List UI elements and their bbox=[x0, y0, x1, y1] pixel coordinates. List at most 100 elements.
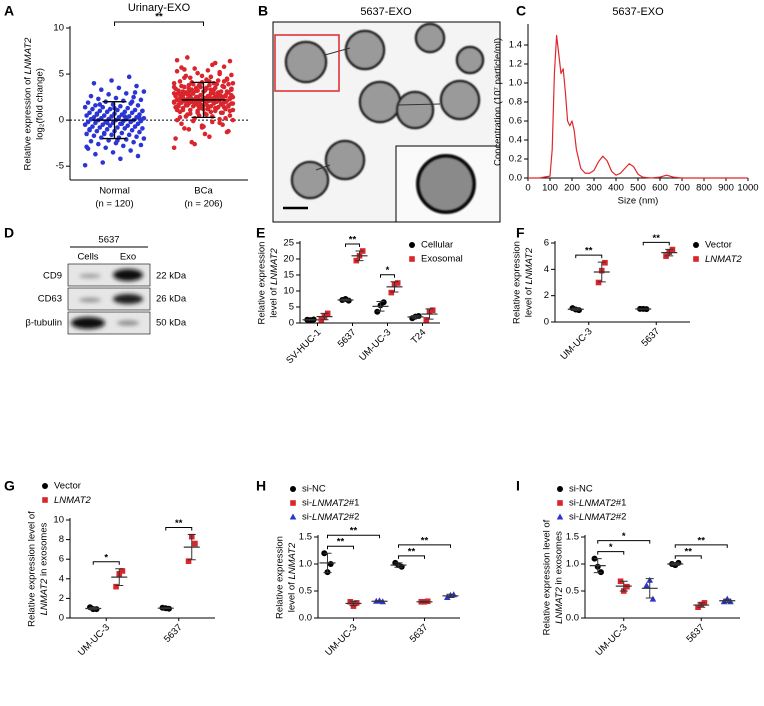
data-point bbox=[132, 90, 138, 95]
data-point bbox=[129, 99, 135, 104]
data-point bbox=[195, 88, 200, 93]
data-point bbox=[115, 125, 120, 130]
x-tick-label: 200 bbox=[564, 183, 580, 194]
data-point bbox=[82, 162, 88, 168]
data-point bbox=[207, 93, 212, 99]
data-point bbox=[113, 95, 119, 101]
data-point bbox=[137, 115, 142, 121]
data-point bbox=[141, 136, 147, 141]
data-point bbox=[135, 153, 141, 159]
error-bar bbox=[375, 600, 384, 603]
data-point bbox=[649, 595, 657, 602]
error-bar bbox=[723, 598, 732, 603]
data-point bbox=[176, 97, 181, 103]
error-bar bbox=[320, 312, 329, 321]
micrograph bbox=[272, 21, 501, 223]
sig-label: ** bbox=[408, 546, 416, 557]
legend-marker bbox=[409, 242, 415, 248]
data-point bbox=[121, 98, 126, 104]
data-point bbox=[218, 110, 224, 116]
blot-image bbox=[67, 263, 151, 335]
data-point bbox=[93, 103, 98, 108]
data-point bbox=[126, 74, 132, 80]
data-point bbox=[183, 114, 189, 119]
blot-size-label: 26 kDa bbox=[156, 294, 187, 305]
x-tick-label: 5637 bbox=[336, 327, 359, 350]
data-point bbox=[123, 137, 129, 142]
y-tick-label: 2 bbox=[59, 593, 64, 604]
sig-bracket bbox=[597, 540, 651, 544]
x-tick-label: 600 bbox=[652, 183, 668, 194]
data-point bbox=[88, 93, 94, 99]
y-axis-title: Relative expression bbox=[512, 241, 523, 324]
data-point bbox=[94, 112, 100, 117]
sig-bracket bbox=[165, 527, 193, 531]
x-tick-note: (n = 120) bbox=[95, 199, 133, 210]
sig-bracket bbox=[398, 555, 425, 559]
data-point bbox=[122, 109, 128, 115]
data-point bbox=[106, 92, 111, 97]
data-point bbox=[140, 108, 145, 114]
data-point bbox=[207, 82, 212, 88]
chart-title: Urinary-EXO bbox=[128, 2, 191, 14]
y-axis-title: Relative expression level of bbox=[27, 511, 38, 627]
data-point bbox=[179, 65, 184, 70]
data-point bbox=[115, 138, 120, 143]
data-point bbox=[84, 113, 89, 118]
legend-label: LNMAT2 bbox=[54, 495, 91, 506]
x-tick-label: 5637 bbox=[684, 622, 707, 645]
y-axis-title: LNMAT2 in exosomes bbox=[39, 522, 50, 615]
y-tick-label: 0 bbox=[544, 317, 549, 328]
x-tick-label: 5637 bbox=[639, 326, 662, 349]
y-tick-label: 4 bbox=[59, 573, 64, 584]
data-point bbox=[135, 121, 141, 127]
legend-label: si-NC bbox=[569, 484, 593, 495]
x-tick-label: 1000 bbox=[737, 183, 758, 194]
y-tick-label: 4 bbox=[544, 264, 549, 275]
data-point bbox=[196, 104, 202, 110]
data-point bbox=[125, 105, 131, 111]
y-tick-label: 6 bbox=[59, 554, 64, 565]
data-point bbox=[138, 142, 144, 148]
data-point bbox=[106, 138, 111, 143]
data-point bbox=[193, 94, 199, 100]
data-point bbox=[173, 136, 178, 141]
data-point bbox=[132, 107, 138, 113]
y-tick-label: 0.0 bbox=[509, 173, 522, 184]
data-point bbox=[205, 104, 211, 109]
sig-label: ** bbox=[337, 537, 345, 548]
data-point bbox=[597, 569, 604, 576]
data-point bbox=[179, 100, 184, 105]
error-bar bbox=[376, 301, 385, 312]
data-point bbox=[230, 80, 236, 86]
sig-label: * bbox=[622, 531, 626, 542]
data-point bbox=[177, 92, 183, 97]
panel-letter: D bbox=[4, 225, 14, 241]
y-tick-label: 10 bbox=[53, 515, 64, 526]
data-point bbox=[110, 150, 116, 155]
data-point bbox=[123, 91, 129, 96]
data-point bbox=[87, 110, 92, 116]
legend-marker bbox=[290, 500, 296, 506]
error-bar bbox=[593, 558, 602, 574]
y-axis-title: Relative expression bbox=[275, 536, 286, 619]
y-tick-label: 1.0 bbox=[566, 559, 579, 570]
sig-bracket bbox=[345, 243, 360, 247]
sig-label: ** bbox=[585, 246, 593, 257]
data-point bbox=[176, 104, 181, 109]
data-point bbox=[96, 96, 101, 102]
error-bar bbox=[425, 308, 434, 320]
data-point bbox=[204, 86, 209, 92]
chart-title: 5637-EXO bbox=[612, 6, 664, 18]
data-point bbox=[187, 75, 193, 81]
data-point bbox=[122, 114, 128, 119]
x-tick-note: (n = 206) bbox=[184, 199, 222, 210]
data-point bbox=[192, 540, 198, 547]
legend-marker bbox=[693, 242, 699, 248]
data-point bbox=[94, 128, 100, 134]
data-point bbox=[347, 599, 354, 605]
data-point bbox=[227, 58, 233, 64]
y-tick-label: 0.5 bbox=[299, 586, 312, 597]
panel-letter: A bbox=[4, 3, 14, 19]
y-axis-title: level of LNMAT2 bbox=[287, 542, 298, 612]
